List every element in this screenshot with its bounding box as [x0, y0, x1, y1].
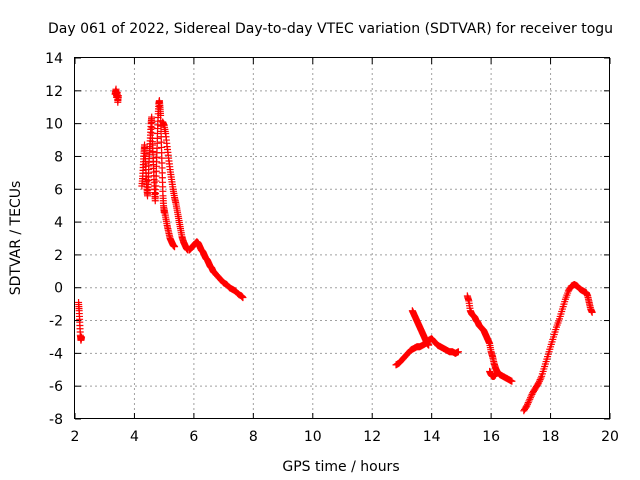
y-tick-label: 12: [45, 84, 63, 100]
y-tick-label: 6: [54, 182, 63, 198]
grid: [75, 58, 610, 419]
x-tick-label: 6: [189, 429, 198, 445]
data-point: [588, 308, 596, 316]
y-tick-label: 10: [45, 117, 63, 133]
x-tick-label: 16: [482, 429, 500, 445]
x-tick-label: 4: [130, 429, 139, 445]
x-axis-label: GPS time / hours: [282, 459, 399, 475]
y-tick-label: 4: [54, 215, 63, 231]
y-tick-label: -6: [49, 379, 63, 395]
data-point: [523, 402, 531, 410]
data-point: [535, 379, 543, 387]
data-point: [524, 399, 532, 407]
x-tick-label: 20: [601, 429, 619, 445]
data-point: [425, 341, 433, 349]
y-tick-label: -2: [49, 314, 63, 330]
x-tick-label: 12: [363, 429, 381, 445]
y-tick-label: 8: [54, 149, 63, 165]
x-tick-label: 18: [542, 429, 560, 445]
y-tick-label: 2: [54, 248, 63, 264]
data-point: [537, 374, 545, 382]
data-point: [171, 243, 179, 251]
data-point: [78, 333, 86, 341]
data-points: [75, 85, 596, 415]
data-point: [239, 294, 247, 302]
data-point: [526, 394, 534, 402]
data-point: [535, 377, 543, 385]
data-point: [527, 392, 535, 400]
data-point: [492, 371, 500, 379]
data-point: [114, 92, 122, 100]
y-tick-label: 14: [45, 51, 63, 67]
chart-title: Day 061 of 2022, Sidereal Day-to-day VTE…: [48, 21, 613, 37]
y-tick-label: 0: [54, 281, 63, 297]
data-point: [454, 348, 462, 356]
x-tick-label: 8: [249, 429, 258, 445]
x-tick-label: 14: [423, 429, 441, 445]
y-axis-ticks: -8 -6 -4 -2 0 2 4 6 8 10 12 14: [45, 51, 610, 428]
y-tick-label: -8: [49, 412, 63, 428]
y-tick-label: -4: [49, 346, 63, 362]
data-point: [526, 395, 534, 403]
data-point: [524, 400, 532, 408]
x-tick-label: 2: [71, 429, 80, 445]
x-tick-label: 10: [304, 429, 322, 445]
data-point: [536, 376, 544, 384]
plot-frame: [74, 57, 610, 419]
data-point: [525, 397, 533, 405]
data-point: [508, 377, 516, 385]
y-axis-label: SDTVAR / TECUs: [8, 181, 24, 296]
